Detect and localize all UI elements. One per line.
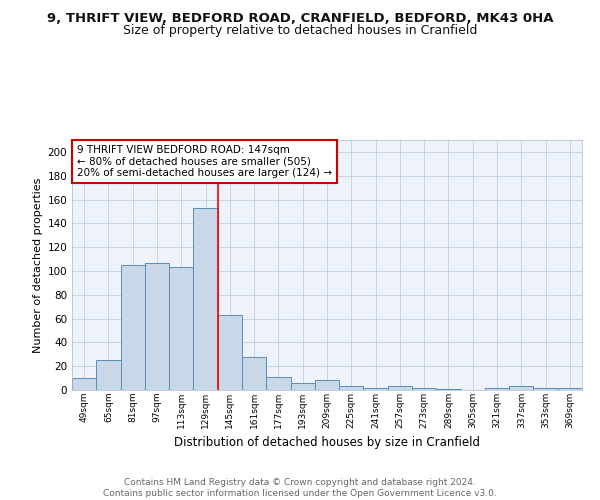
Bar (533, 388, 558, 390)
Bar (169, 268, 193, 390)
Bar (509, 386, 533, 390)
Text: Contains HM Land Registry data © Crown copyright and database right 2024.
Contai: Contains HM Land Registry data © Crown c… (103, 478, 497, 498)
Bar (145, 262, 169, 390)
Bar (266, 377, 290, 390)
Bar (388, 386, 412, 390)
Bar (121, 265, 145, 390)
Bar (315, 380, 339, 390)
Y-axis label: Number of detached properties: Number of detached properties (33, 178, 43, 352)
Text: 9 THRIFT VIEW BEDFORD ROAD: 147sqm
← 80% of detached houses are smaller (505)
20: 9 THRIFT VIEW BEDFORD ROAD: 147sqm ← 80%… (77, 145, 332, 178)
Text: Size of property relative to detached houses in Cranfield: Size of property relative to detached ho… (123, 24, 477, 37)
Bar (412, 388, 436, 390)
Bar (193, 208, 218, 390)
Bar (96, 360, 121, 390)
Bar (364, 388, 388, 390)
Bar (436, 389, 461, 390)
Bar (242, 356, 266, 390)
Bar (290, 383, 315, 390)
Bar (339, 386, 364, 390)
Bar (218, 315, 242, 390)
Text: 9, THRIFT VIEW, BEDFORD ROAD, CRANFIELD, BEDFORD, MK43 0HA: 9, THRIFT VIEW, BEDFORD ROAD, CRANFIELD,… (47, 12, 553, 26)
Bar (72, 378, 96, 390)
X-axis label: Distribution of detached houses by size in Cranfield: Distribution of detached houses by size … (174, 436, 480, 449)
Bar (558, 388, 582, 390)
Bar (485, 388, 509, 390)
